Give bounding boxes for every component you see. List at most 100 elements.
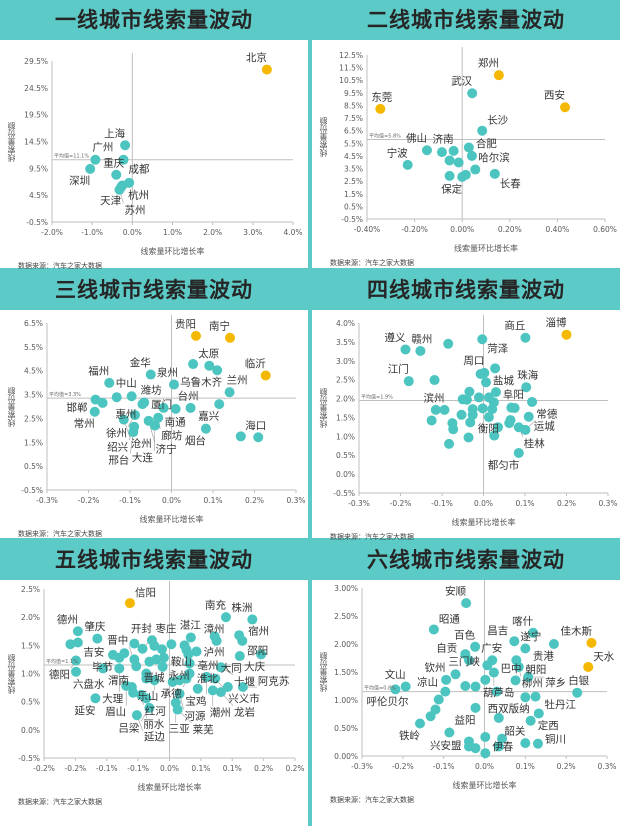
x-tick-label: 1.0% xyxy=(163,228,182,237)
data-point xyxy=(118,154,129,165)
point-label: 株洲 xyxy=(231,601,252,614)
scatter-plot: -0.5% 4.5% 9.5% 14.5% 19.5% 24.5% 29.5% -2.0% -1… xyxy=(24,51,302,237)
y-tick-label: 4.0% xyxy=(336,319,355,328)
point-label: 运城 xyxy=(534,421,556,433)
x-tick-label: 0.0% xyxy=(162,496,181,505)
data-point xyxy=(211,635,222,646)
x-tick-label: 0.2% xyxy=(557,762,576,771)
data-point xyxy=(453,157,464,168)
y-tick-label: -0.5% xyxy=(26,218,48,227)
x-tick-label: -0.1% xyxy=(127,764,149,773)
data-point xyxy=(90,693,101,704)
data-point xyxy=(137,399,148,410)
point-label: 广州 xyxy=(92,142,113,154)
y-tick-label: 11.5% xyxy=(339,64,363,73)
data-point xyxy=(426,415,437,426)
point-label: 武汉 xyxy=(451,75,472,88)
data-point xyxy=(158,652,169,663)
point-label: 合肥 xyxy=(476,137,497,150)
data-point xyxy=(172,704,183,715)
x-tick-label: 0.0% xyxy=(475,762,494,771)
x-tick-label: -0.3% xyxy=(36,496,58,505)
x-tick-label: 0.2% xyxy=(557,499,576,508)
data-point xyxy=(114,184,125,195)
data-point xyxy=(490,387,501,398)
data-point xyxy=(444,727,455,738)
y-tick-label: 6.5% xyxy=(24,319,43,328)
y-tick-label: 2.5% xyxy=(21,585,40,594)
data-point xyxy=(222,682,233,693)
data-point xyxy=(149,640,160,651)
point-label: 萍乡 xyxy=(545,677,566,689)
y-tick-label: 10.5% xyxy=(339,76,363,85)
data-point xyxy=(414,718,425,729)
point-label: 漳州 xyxy=(204,622,225,635)
x-tick-label: 0.20% xyxy=(498,225,522,234)
y-tick-label: 19.5% xyxy=(24,111,48,120)
x-tick-label: 0.3% xyxy=(597,762,616,771)
chart-title: 六线城市线索量波动 xyxy=(367,548,565,572)
data-point xyxy=(200,423,211,434)
point-label: 钦州 xyxy=(425,662,446,674)
x-tick-label: 3.0% xyxy=(243,228,262,237)
x-tick-label: 0.2% xyxy=(245,496,264,505)
point-label: 铜川 xyxy=(545,734,566,746)
data-point xyxy=(185,402,196,413)
x-tick-label: 0.1% xyxy=(203,496,222,505)
point-label: 宝鸡 xyxy=(186,694,207,707)
data-point xyxy=(520,643,531,654)
point-label: 泸州 xyxy=(204,646,225,658)
x-tick-label: 2.0% xyxy=(203,228,222,237)
point-label: 天津 xyxy=(100,195,121,207)
data-point xyxy=(477,125,488,136)
point-label: 承德 xyxy=(161,687,182,700)
point-label: 泉州 xyxy=(157,366,178,379)
data-source-note: 数据来源：汽车之家大数据 xyxy=(330,796,414,804)
leader-line xyxy=(138,719,144,732)
highlight-point xyxy=(560,102,571,113)
data-point xyxy=(201,671,212,682)
point-label: 菏泽 xyxy=(487,343,508,355)
average-label: 平均值=1.9% xyxy=(361,393,393,400)
data-point xyxy=(85,163,96,174)
data-point xyxy=(72,626,83,637)
x-tick-label: 0.3% xyxy=(286,496,305,505)
data-point xyxy=(467,409,478,420)
point-label: 呼伦贝尔 xyxy=(366,695,408,708)
x-tick-label: -0.1% xyxy=(433,762,455,771)
data-point xyxy=(444,438,455,449)
point-label: 百色 xyxy=(454,628,475,641)
point-label: 沧州 xyxy=(131,437,152,450)
point-label: 常州 xyxy=(74,417,95,430)
data-point xyxy=(128,687,139,698)
data-point xyxy=(156,644,167,655)
data-point xyxy=(441,674,452,685)
point-label: 广安 xyxy=(481,642,502,655)
point-label: 河源 xyxy=(185,709,206,722)
y-tick-label: 0.50% xyxy=(334,724,358,733)
data-point xyxy=(128,427,139,438)
scatter-panel: -0.5% 0.0% 0.5% 1.0% 1.5% 2.0% 2.5% -0.2% -0.2% -… xyxy=(0,580,308,826)
data-point xyxy=(470,681,481,692)
data-point xyxy=(181,673,192,684)
point-label: 济宁 xyxy=(156,442,177,455)
data-point xyxy=(482,660,493,671)
chart-title: 二线城市线索量波动 xyxy=(367,8,565,32)
data-point xyxy=(111,392,122,403)
point-label: 潍坊 xyxy=(141,384,162,397)
data-point xyxy=(480,731,491,742)
point-label: 韶关 xyxy=(504,725,525,738)
data-point xyxy=(464,386,475,397)
data-point xyxy=(466,150,477,161)
scatter-plot: -0.5% 0.5% 1.5% 2.5% 3.5% 4.5% 5.5% 6.5% 7.5% 8.5… xyxy=(339,47,617,234)
point-label: 昭通 xyxy=(439,613,460,625)
x-tick-label: -0.2% xyxy=(390,499,412,508)
data-point xyxy=(490,363,501,374)
y-tick-label: 5.5% xyxy=(344,139,363,148)
data-point xyxy=(523,411,534,422)
leader-line xyxy=(140,711,148,722)
data-point xyxy=(141,693,152,704)
data-point xyxy=(513,447,524,458)
point-label: 南宁 xyxy=(209,319,230,332)
x-tick-label: 0.1% xyxy=(516,762,535,771)
